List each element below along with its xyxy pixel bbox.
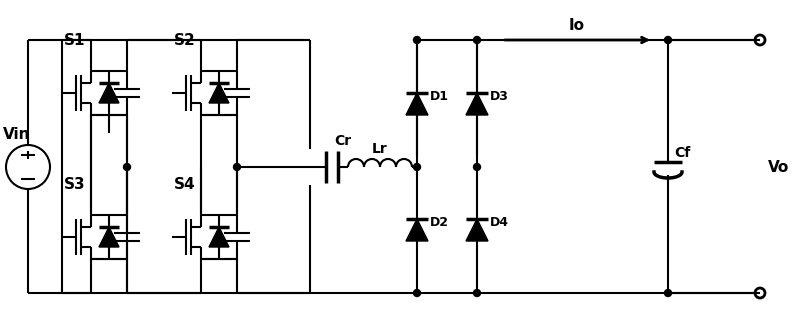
Circle shape xyxy=(234,163,241,171)
Circle shape xyxy=(665,289,671,296)
Text: Cr: Cr xyxy=(334,134,351,148)
Polygon shape xyxy=(209,83,229,103)
Circle shape xyxy=(414,37,421,44)
Circle shape xyxy=(123,163,130,171)
Text: S3: S3 xyxy=(64,177,86,192)
Text: Io: Io xyxy=(569,18,585,33)
Polygon shape xyxy=(209,227,229,247)
Text: Vin: Vin xyxy=(3,127,30,142)
Text: S2: S2 xyxy=(174,33,196,48)
Text: S4: S4 xyxy=(174,177,196,192)
Text: D1: D1 xyxy=(430,90,449,103)
Polygon shape xyxy=(99,227,119,247)
Text: D2: D2 xyxy=(430,216,449,229)
Text: D3: D3 xyxy=(490,90,509,103)
Circle shape xyxy=(474,163,481,171)
Circle shape xyxy=(665,37,671,44)
Circle shape xyxy=(414,163,421,171)
Circle shape xyxy=(474,37,481,44)
Text: Vo: Vo xyxy=(768,159,790,175)
Circle shape xyxy=(474,289,481,296)
Circle shape xyxy=(414,289,421,296)
Polygon shape xyxy=(99,83,119,103)
Text: Cf: Cf xyxy=(674,146,690,160)
Text: Lr: Lr xyxy=(372,142,388,156)
Polygon shape xyxy=(406,93,428,115)
Text: D4: D4 xyxy=(490,216,509,229)
Polygon shape xyxy=(406,219,428,241)
Text: S1: S1 xyxy=(64,33,86,48)
Polygon shape xyxy=(466,93,488,115)
Polygon shape xyxy=(466,219,488,241)
